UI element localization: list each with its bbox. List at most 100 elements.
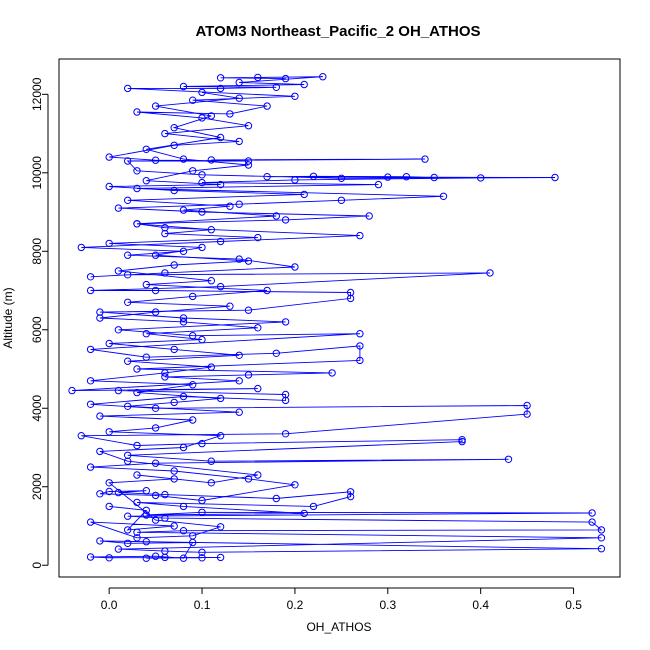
data-point [114, 386, 123, 395]
data-point [198, 554, 206, 562]
data-point [161, 547, 169, 555]
data-point [439, 192, 448, 201]
data-point [142, 177, 151, 185]
data-point [291, 176, 299, 184]
y-tick-label: 8000 [30, 238, 44, 265]
data-point [179, 443, 188, 452]
plot-area [68, 73, 606, 562]
data-point [207, 112, 216, 120]
data-point [263, 173, 271, 181]
data-point [486, 269, 494, 277]
data-point [281, 396, 290, 405]
data-point [189, 532, 197, 540]
data-point [346, 488, 355, 496]
data-point [244, 161, 253, 169]
data-point [216, 84, 225, 93]
data-point [281, 318, 290, 326]
data-point [133, 441, 141, 450]
data-point [254, 73, 262, 82]
data-point [235, 408, 243, 416]
data-point [105, 479, 113, 487]
y-tick-label: 6000 [30, 316, 44, 343]
data-point [198, 496, 206, 505]
data-point [244, 257, 253, 265]
y-tick-label: 4000 [30, 395, 44, 422]
data-point [96, 490, 104, 498]
data-point [142, 538, 151, 546]
data-point [272, 83, 280, 92]
data-point [151, 251, 160, 259]
data-point [151, 459, 160, 467]
data-point [309, 502, 318, 511]
y-tick-label: 12000 [30, 77, 44, 111]
data-point [207, 277, 216, 285]
data-point [142, 506, 151, 514]
data-point [114, 204, 123, 212]
data-point [216, 180, 225, 189]
data-point [179, 82, 188, 91]
data-point [356, 231, 364, 240]
data-point [142, 145, 151, 154]
data-point [430, 173, 438, 182]
data-point [309, 172, 318, 181]
data-point [597, 534, 606, 542]
data-point [346, 492, 355, 501]
data-point [597, 526, 606, 534]
data-point [179, 502, 188, 511]
x-tick-label: 0.2 [287, 598, 304, 612]
data-point [244, 371, 253, 379]
data-point [588, 518, 596, 526]
data-point [86, 463, 95, 471]
data-point [170, 124, 178, 132]
data-point [179, 155, 188, 163]
data-point [124, 357, 132, 365]
data-point [124, 539, 132, 547]
data-point [198, 88, 206, 97]
data-point [356, 342, 364, 350]
data-point [124, 402, 132, 410]
data-point [179, 206, 188, 214]
data-point [597, 545, 606, 553]
data-point [272, 349, 280, 357]
y-axis: 0 2000 4000 6000 8000 10000 12000 [30, 77, 49, 569]
data-point [142, 554, 151, 562]
data-point [124, 84, 132, 93]
data-point [161, 369, 169, 377]
data-point [198, 171, 206, 179]
data-point [124, 157, 132, 165]
x-tick-label: 0.4 [472, 598, 489, 612]
data-point [151, 286, 160, 295]
y-axis-label: Altitude (m) [1, 287, 15, 348]
x-tick-label: 0.3 [379, 598, 396, 612]
data-point [151, 552, 160, 560]
data-point [86, 518, 95, 526]
data-point [179, 554, 188, 562]
data-point [356, 330, 364, 338]
data-point [151, 156, 160, 164]
data-point [523, 410, 531, 418]
data-point [281, 430, 290, 438]
data-point [133, 220, 141, 228]
data-point [244, 475, 253, 483]
data-point [105, 182, 113, 191]
data-point [170, 398, 178, 407]
data-point [254, 471, 262, 479]
data-point [207, 457, 216, 465]
data-point [124, 526, 132, 534]
data-point [133, 167, 141, 175]
data-point [124, 196, 132, 205]
data-point [96, 537, 104, 545]
data-point [346, 294, 355, 303]
data-point [300, 80, 308, 89]
data-point [346, 288, 355, 297]
data-point [133, 534, 141, 542]
x-tick-label: 0.0 [101, 598, 118, 612]
data-point [133, 108, 141, 116]
data-point [189, 96, 197, 104]
data-point [421, 155, 429, 163]
data-point [281, 74, 290, 83]
series-line [71, 76, 603, 559]
data-point [235, 377, 243, 385]
data-point [384, 173, 392, 181]
data-point [244, 306, 253, 314]
